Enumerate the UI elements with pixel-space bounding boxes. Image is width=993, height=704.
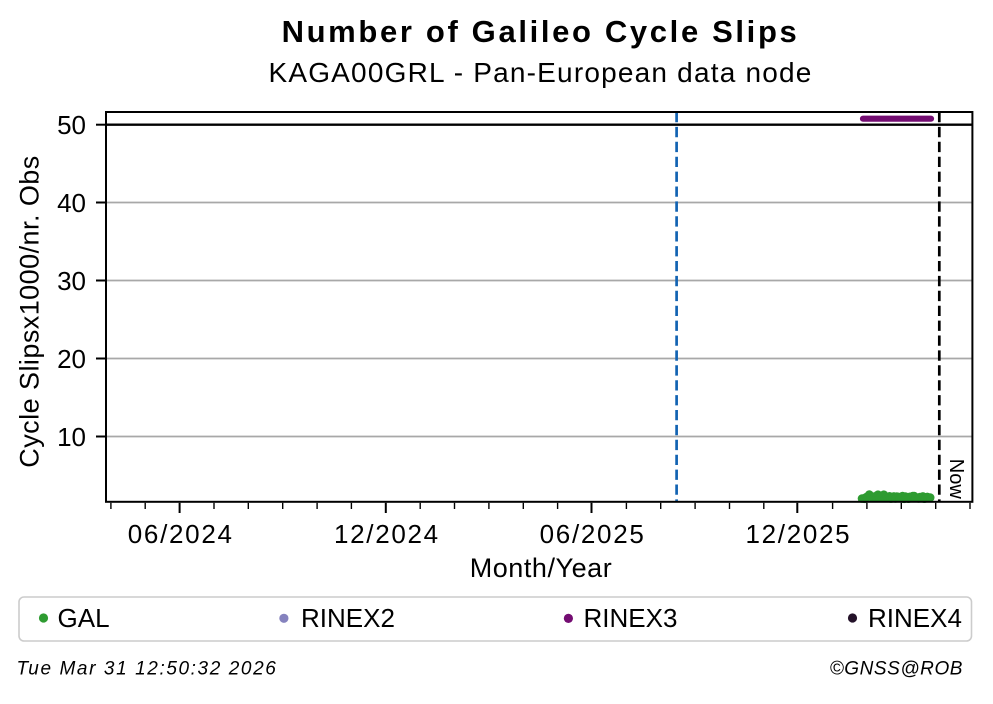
svg-text:30: 30 <box>57 266 86 296</box>
svg-text:06/2025: 06/2025 <box>540 519 646 549</box>
svg-text:GAL: GAL <box>58 603 110 633</box>
svg-text:Number of Galileo Cycle Slips: Number of Galileo Cycle Slips <box>282 14 800 49</box>
svg-text:12/2025: 12/2025 <box>745 519 851 549</box>
svg-text:10: 10 <box>57 422 86 452</box>
svg-text:50: 50 <box>57 110 86 140</box>
svg-text:12/2024: 12/2024 <box>334 519 440 549</box>
svg-text:40: 40 <box>57 188 86 218</box>
svg-text:Cycle Slipsx1000/nr. Obs: Cycle Slipsx1000/nr. Obs <box>15 155 45 467</box>
svg-text:Tue Mar 31 12:50:32 2026: Tue Mar 31 12:50:32 2026 <box>17 659 278 680</box>
svg-text:20: 20 <box>57 344 86 374</box>
svg-text:RINEX4: RINEX4 <box>868 603 962 633</box>
svg-text:RINEX2: RINEX2 <box>301 603 395 633</box>
svg-text:Now: Now <box>945 459 967 500</box>
svg-text:©GNSS@ROB: ©GNSS@ROB <box>830 659 963 680</box>
svg-text:Month/Year: Month/Year <box>470 553 613 583</box>
svg-text:06/2024: 06/2024 <box>128 519 234 549</box>
svg-text:KAGA00GRL - Pan-European data: KAGA00GRL - Pan-European data node <box>268 57 812 88</box>
svg-text:RINEX3: RINEX3 <box>584 603 678 633</box>
